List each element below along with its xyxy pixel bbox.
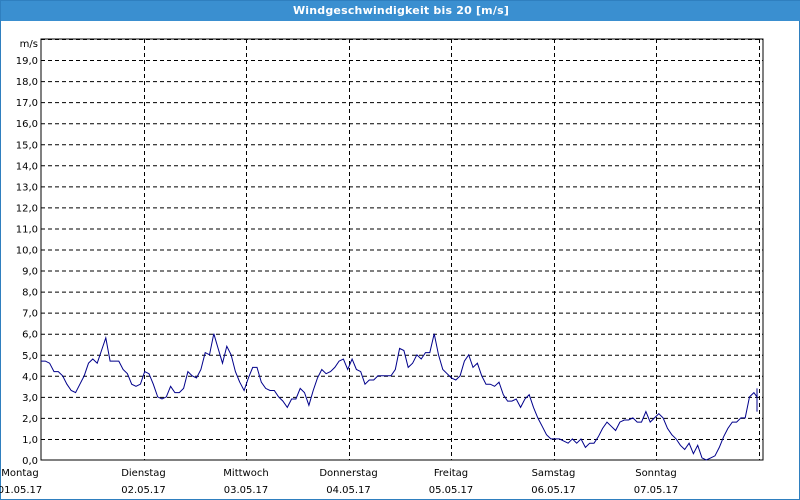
y-tick-label: 13,0: [16, 182, 38, 193]
x-day-label: Donnerstag: [319, 468, 377, 479]
y-tick-label: 1,0: [22, 435, 38, 446]
y-tick-label: 3,0: [22, 393, 38, 404]
y-tick-label: 18,0: [16, 77, 38, 88]
y-tick-label: 11,0: [16, 224, 38, 235]
window-title: Windgeschwindigkeit bis 20 [m/s]: [1, 1, 800, 21]
x-day-label: Dienstag: [121, 468, 166, 479]
x-date-label: 03.05.17: [224, 485, 269, 496]
y-tick-label: 0,0: [22, 456, 38, 467]
y-tick-label: 4,0: [22, 372, 38, 383]
x-day-label: Sonntag: [635, 468, 677, 479]
y-tick-label: 9,0: [22, 267, 38, 278]
x-date-label: 05.05.17: [429, 485, 474, 496]
x-date-label: 02.05.17: [121, 485, 166, 496]
y-tick-label: 15,0: [16, 140, 38, 151]
y-tick-label: 7,0: [22, 309, 38, 320]
x-axis-ticks: Montag 01.05.17 Dienstag 02.05.17 Mittwoch 03…: [0, 468, 678, 496]
x-day-label: Freitag: [434, 468, 468, 479]
y-tick-label: 10,0: [16, 246, 38, 257]
y-tick-label: 6,0: [22, 330, 38, 341]
x-date-label: 06.05.17: [531, 485, 576, 496]
y-tick-label: 5,0: [22, 351, 38, 362]
x-date-label: 07.05.17: [634, 485, 679, 496]
x-day-label: Montag: [1, 468, 38, 479]
y-tick-label: 19,0: [16, 56, 38, 67]
y-axis-unit-label: m/s: [20, 39, 38, 50]
y-tick-label: 14,0: [16, 161, 38, 172]
y-tick-label: 8,0: [22, 288, 38, 299]
wind-speed-series-line: [41, 333, 758, 461]
x-day-label: Mittwoch: [223, 468, 268, 479]
grid-lines: [41, 39, 763, 460]
y-axis-ticks: 0,0 1,0 2,0 3,0 4,0 5,0 6,0 7,0 8,0 9,0 10,0 11,0 12…: [16, 56, 38, 467]
y-tick-label: 2,0: [22, 414, 38, 425]
y-tick-label: 17,0: [16, 98, 38, 109]
x-day-label: Samstag: [532, 468, 576, 479]
y-tick-label: 16,0: [16, 119, 38, 130]
y-tick-label: 12,0: [16, 203, 38, 214]
x-date-label: 04.05.17: [326, 485, 371, 496]
x-date-label: 01.05.17: [0, 485, 42, 496]
